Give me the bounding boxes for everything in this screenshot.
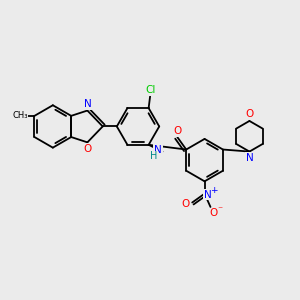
Text: ⁻: ⁻ [217, 205, 223, 215]
Text: O: O [173, 126, 181, 136]
Text: O: O [83, 144, 92, 154]
Text: CH₃: CH₃ [12, 111, 28, 120]
Text: H: H [150, 151, 158, 161]
Text: O: O [245, 110, 253, 119]
Text: O: O [209, 208, 217, 218]
Text: +: + [210, 186, 218, 195]
Text: N: N [154, 145, 162, 155]
Text: N: N [246, 153, 253, 163]
Text: N: N [83, 99, 91, 109]
Text: N: N [204, 190, 212, 200]
Text: O: O [182, 199, 190, 209]
Text: Cl: Cl [145, 85, 155, 95]
